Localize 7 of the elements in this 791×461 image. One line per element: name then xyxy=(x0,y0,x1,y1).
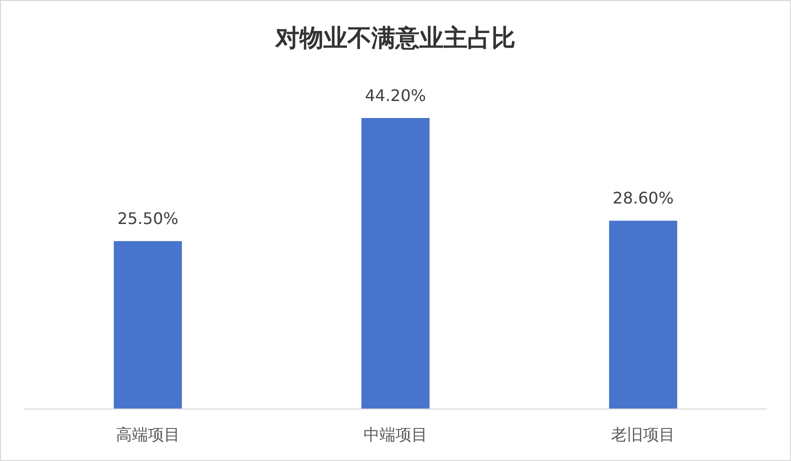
data-label: 28.60% xyxy=(612,188,674,208)
x-tick-label: 老旧项目 xyxy=(611,425,676,444)
chart-title: 对物业不满意业主占比 xyxy=(274,24,516,52)
x-tick-label: 高端项目 xyxy=(116,425,180,444)
data-label: 44.20% xyxy=(364,86,426,105)
x-tick-label: 中端项目 xyxy=(364,425,428,444)
data-label: 25.50% xyxy=(117,209,178,228)
